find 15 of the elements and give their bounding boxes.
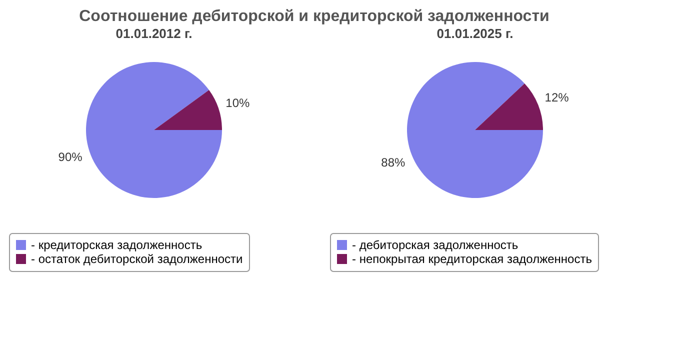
data-label: 88% bbox=[381, 155, 406, 170]
legend-label: - кредиторская задолженность bbox=[31, 238, 202, 252]
chart-subtitle: 01.01.2025 г. bbox=[436, 26, 514, 41]
data-label: 90% bbox=[58, 150, 83, 164]
legend-label: - остаток дебиторской задолженности bbox=[31, 252, 243, 266]
legend-label: - непокрытая кредиторская задолженность bbox=[352, 252, 592, 266]
pie-slice bbox=[475, 83, 543, 130]
pie-slice bbox=[86, 62, 222, 198]
text: Соотношение дебиторской и кредиторской задолженности bbox=[79, 8, 550, 25]
data-label: 10% bbox=[226, 96, 250, 110]
legend-label: - дебиторская задолженность bbox=[352, 238, 518, 252]
chart-subtitle: 01.01.2012 г. bbox=[116, 26, 192, 41]
data-label: 12% bbox=[544, 90, 570, 105]
pie-slice bbox=[154, 90, 222, 130]
pie-slice bbox=[407, 62, 543, 198]
